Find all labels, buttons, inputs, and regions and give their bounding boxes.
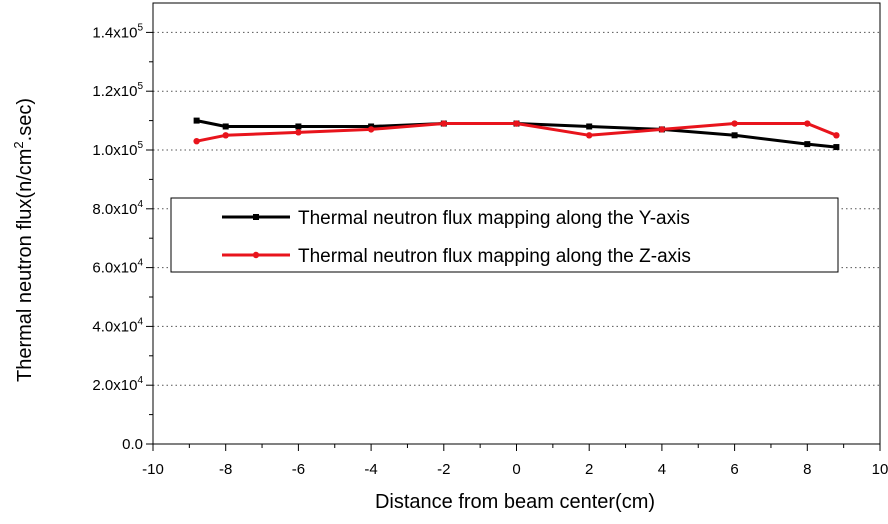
data-point [193, 137, 200, 145]
y-tick-label: 1.2x105 [92, 81, 143, 100]
legend-label-y: Thermal neutron flux mapping along the Y… [298, 208, 690, 229]
x-axis-ticks: -10 -8 -6 -4 -2 0 2 4 6 8 10 [142, 444, 888, 478]
data-point [833, 144, 840, 151]
x-tick-label: 0 [512, 461, 520, 478]
y-axis-ticks: 0.0 2.0x104 4.0x104 6.0x104 8.0x104 1.0x105 1.… [92, 22, 153, 453]
x-axis-label: Distance from beam center(cm) [375, 491, 655, 513]
x-tick-label: -8 [219, 461, 232, 478]
y-tick-label: 1.4x105 [92, 22, 143, 41]
data-point [658, 126, 666, 133]
x-tick-label: 4 [658, 461, 666, 478]
data-point [586, 132, 593, 139]
data-point [295, 129, 302, 136]
data-point [804, 141, 811, 148]
data-point [731, 132, 738, 139]
y-tick-label: 1.0x105 [92, 140, 143, 159]
data-point [833, 132, 840, 139]
data-point [222, 132, 229, 139]
data-point [731, 120, 738, 127]
y-tick-label: 4.0x104 [92, 316, 143, 335]
data-point [804, 120, 811, 127]
data-point [513, 120, 520, 127]
y-tick-label: 2.0x104 [92, 375, 143, 394]
data-point [586, 123, 593, 130]
data-point [440, 120, 447, 127]
x-tick-label: -4 [364, 461, 377, 478]
y-axis-label-main: Thermal neutron flux(n/cm [14, 149, 36, 382]
legend-box [170, 197, 839, 273]
x-tick-label: 8 [803, 461, 811, 478]
data-point [367, 126, 375, 133]
x-tick-label: -6 [292, 461, 305, 478]
x-tick-label: -10 [142, 461, 164, 478]
data-point [193, 117, 200, 124]
x-tick-label: 10 [872, 461, 888, 478]
series-group [193, 117, 840, 151]
x-tick-label: 6 [730, 461, 738, 478]
y-axis-label: Thermal neutron flux(n/cm2.sec) [11, 98, 36, 382]
y-tick-label: 6.0x104 [92, 258, 143, 277]
y-axis-label-tail: .sec) [14, 98, 36, 141]
legend-label-z: Thermal neutron flux mapping along the Z… [298, 246, 691, 267]
y-tick-label: 0.0 [122, 436, 143, 453]
y-tick-label: 8.0x104 [92, 199, 143, 218]
legend: Thermal neutron flux mapping along the Y… [170, 197, 839, 273]
x-tick-label: 2 [585, 461, 593, 478]
data-point [222, 123, 229, 130]
x-tick-label: -2 [437, 461, 450, 478]
legend-marker-y [253, 214, 259, 220]
legend-marker-z [252, 251, 260, 259]
data-point [295, 123, 302, 130]
y-axis-label-superscript: 2 [11, 141, 26, 148]
